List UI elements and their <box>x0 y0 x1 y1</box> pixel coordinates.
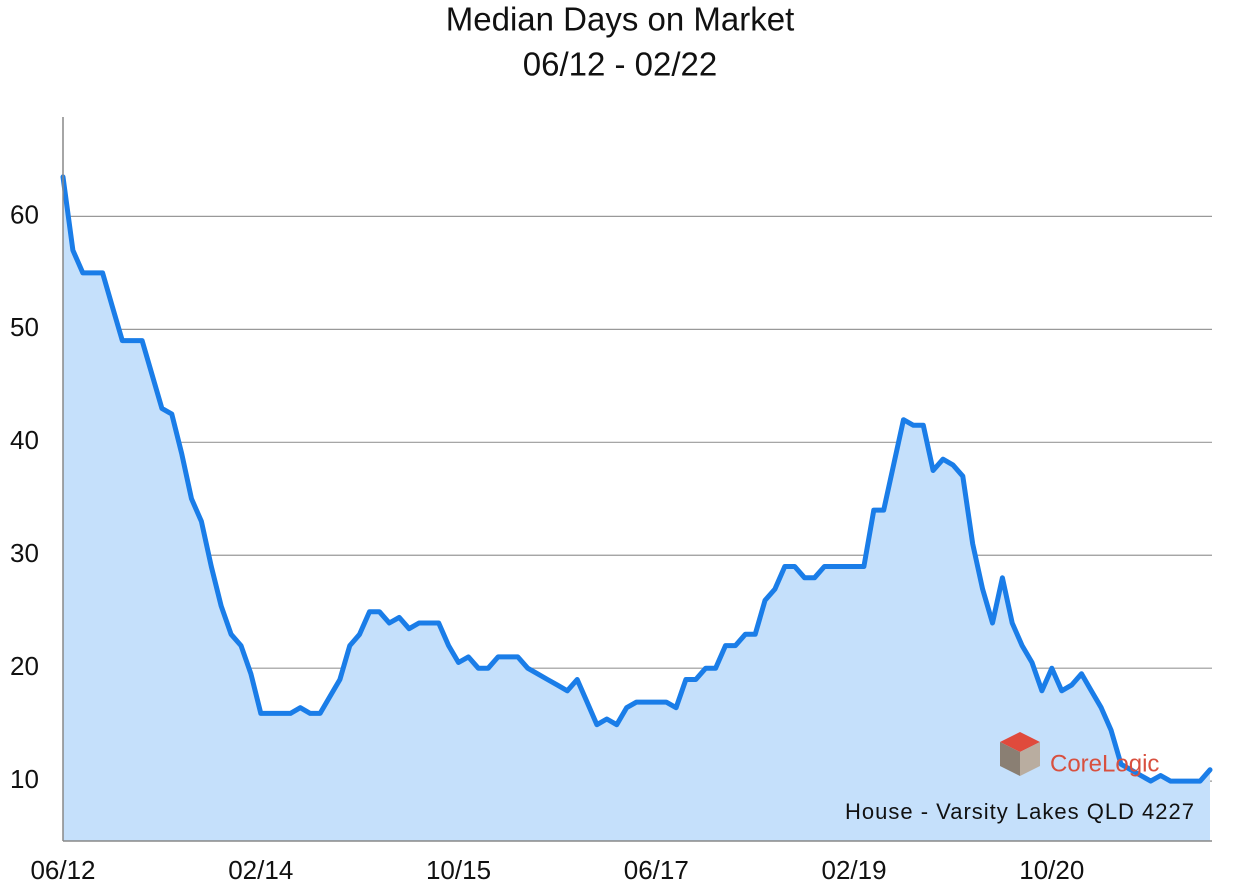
x-tick-label: 02/14 <box>228 855 293 885</box>
x-tick-label: 06/12 <box>30 855 95 885</box>
x-tick-label: 06/17 <box>624 855 689 885</box>
chart-subtitle: 06/12 - 02/22 <box>523 46 718 83</box>
line <box>60 174 1213 784</box>
annotation: House - Varsity Lakes QLD 4227 <box>845 799 1195 824</box>
plot-area <box>60 174 1213 841</box>
y-tick-label: 20 <box>10 651 39 681</box>
y-tick-label: 40 <box>10 425 39 455</box>
y-tick-label: 30 <box>10 538 39 568</box>
logo-text: CoreLogic <box>1050 750 1159 777</box>
y-tick-label: 60 <box>10 199 39 229</box>
chart-title: Median Days on Market <box>446 1 794 38</box>
x-tick-label: 02/19 <box>821 855 886 885</box>
y-tick-label: 10 <box>10 764 39 794</box>
x-tick-label: 10/20 <box>1019 855 1084 885</box>
area <box>63 176 1210 841</box>
x-tick-label: 10/15 <box>426 855 491 885</box>
logo: CoreLogic <box>1000 732 1159 777</box>
y-tick-label: 50 <box>10 312 39 342</box>
